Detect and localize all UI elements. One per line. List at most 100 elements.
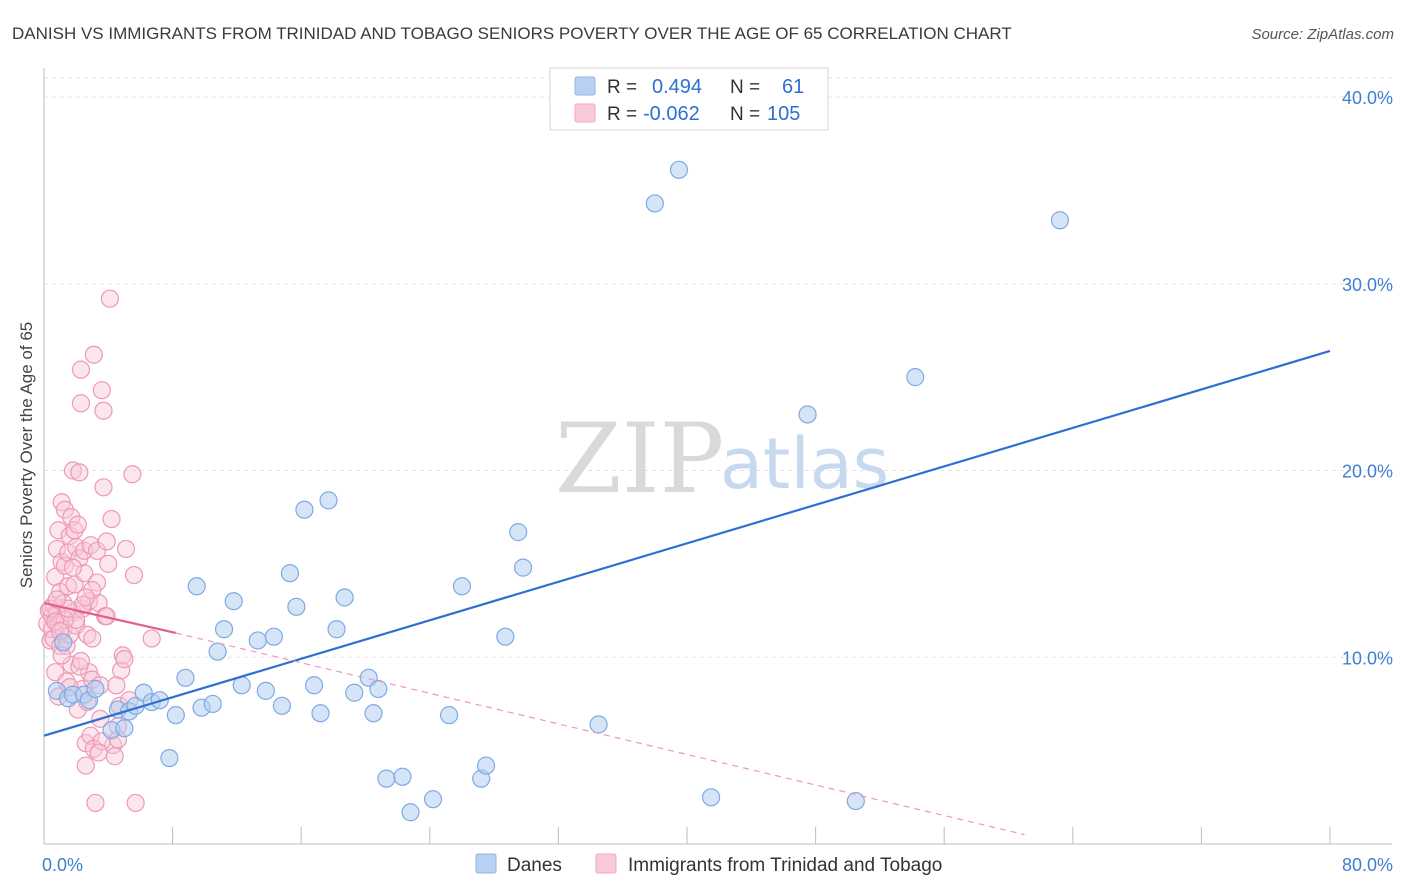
danes-point-53 <box>645 194 664 213</box>
trinidad-point-63 <box>94 478 113 497</box>
gridlines <box>44 77 1392 658</box>
bottom-legend-swatch-trinidad <box>595 853 617 874</box>
trinidad-point-99 <box>47 590 66 609</box>
danes-point-30 <box>287 597 306 616</box>
y-tick-label-1: 20.0% <box>1342 462 1393 482</box>
danes-point-50 <box>509 523 528 542</box>
watermark-zip: ZIP <box>555 403 724 515</box>
trinidad-point-54 <box>84 345 103 364</box>
watermark: ZIP atlas <box>555 403 889 515</box>
danes-point-58 <box>906 368 925 387</box>
y-tick-label-2: 30.0% <box>1342 275 1393 295</box>
y-tick-labels: 10.0% 20.0% 30.0% 40.0% <box>1342 88 1393 668</box>
danes-point-43 <box>401 803 420 822</box>
trinidad-point-67 <box>99 554 118 573</box>
trinidad-point-23 <box>59 577 78 596</box>
legend-r-label-danes: R = <box>607 77 637 98</box>
trinidad-trend-line <box>43 602 177 635</box>
danes-point-45 <box>439 706 459 725</box>
legend-n-label-trinidad: N = <box>730 104 760 125</box>
trinidad-point-40 <box>71 360 91 379</box>
trinidad-point-75 <box>112 661 131 680</box>
y-axis-label: Seniors Poverty Over the Age of 65 <box>17 322 36 588</box>
trinidad-trend-extension <box>175 632 1025 836</box>
danes-point-9 <box>115 719 134 738</box>
danes-point-26 <box>256 681 275 700</box>
trinidad-point-83 <box>142 629 161 648</box>
danes-point-31 <box>295 500 314 519</box>
danes-point-29 <box>280 564 300 583</box>
trinidad-point-43 <box>75 564 94 583</box>
danes-point-1 <box>54 633 73 652</box>
legend-n-value-danes: 61 <box>782 76 804 98</box>
danes-point-44 <box>423 790 443 809</box>
trinidad-point-29 <box>63 461 83 480</box>
danes-point-42 <box>393 767 412 786</box>
trinidad-point-69 <box>102 509 121 529</box>
trinidad-point-62 <box>92 381 111 400</box>
x-tick-label-1: 80.0% <box>1342 855 1393 875</box>
trinidad-point-66 <box>97 532 116 551</box>
danes-point-57 <box>846 791 865 811</box>
legend-swatch-trinidad <box>574 103 596 123</box>
stats-legend-box <box>549 67 829 131</box>
danes-point-39 <box>364 704 383 723</box>
trinidad-point-46 <box>76 756 95 775</box>
danes-point-34 <box>319 491 338 510</box>
trinidad-point-94 <box>63 558 83 577</box>
danes-point-27 <box>264 627 283 646</box>
danes-point-40 <box>369 679 388 699</box>
watermark-atlas: atlas <box>720 423 889 505</box>
danes-point-18 <box>187 577 206 596</box>
danes-point-52 <box>589 715 608 734</box>
trinidad-point-80 <box>123 465 142 484</box>
y-tick-label-0: 10.0% <box>1342 648 1393 668</box>
trinidad-point-39 <box>71 394 91 413</box>
danes-point-33 <box>311 704 330 723</box>
chart-title: DANISH VS IMMIGRANTS FROM TRINIDAD AND T… <box>12 24 1012 43</box>
x-tick-labels: 0.0% 80.0% <box>42 855 1393 875</box>
legend-swatch-danes <box>574 76 596 96</box>
trinidad-point-19 <box>55 500 74 519</box>
x-tick-label-0: 0.0% <box>42 855 83 875</box>
danes-point-22 <box>214 620 234 639</box>
bottom-legend-label-trinidad: Immigrants from Trinidad and Tobago <box>628 855 942 876</box>
trinidad-point-64 <box>94 401 113 420</box>
legend-r-label-trinidad: R = <box>607 104 637 125</box>
danes-point-48 <box>476 756 496 775</box>
trinidad-point-103 <box>71 651 91 671</box>
trinidad-point-71 <box>105 747 124 766</box>
legend-r-value-trinidad: -0.062 <box>643 103 700 125</box>
legend-n-label-danes: N = <box>730 77 760 98</box>
trinidad-point-53 <box>83 629 102 648</box>
trend-lines <box>43 349 1331 836</box>
axes <box>43 68 1392 845</box>
danes-point-55 <box>702 788 721 807</box>
trinidad-point-68 <box>100 289 120 308</box>
series-danes-points <box>47 160 1070 822</box>
trinidad-point-58 <box>87 541 107 560</box>
y-tick-label-3: 40.0% <box>1342 88 1393 108</box>
danes-point-16 <box>166 706 185 725</box>
stats-legend: R = 0.494 N = 61 R = -0.062 N = 105 <box>549 67 829 131</box>
danes-point-17 <box>176 668 195 687</box>
danes-point-28 <box>272 696 292 715</box>
trinidad-point-38 <box>70 463 89 482</box>
series-trinidad-points <box>38 289 161 813</box>
danes-point-6 <box>86 679 105 699</box>
trinidad-point-77 <box>115 650 134 669</box>
trinidad-point-81 <box>124 565 144 585</box>
danes-point-46 <box>452 577 472 596</box>
danes-point-51 <box>513 558 533 577</box>
danes-point-41 <box>377 769 396 788</box>
legend-n-value-trinidad: 105 <box>767 103 800 125</box>
chart-source: Source: ZipAtlas.com <box>1251 26 1394 43</box>
bottom-legend: Danes Immigrants from Trinidad and Tobag… <box>475 853 942 876</box>
danes-point-59 <box>1050 211 1070 230</box>
danes-point-15 <box>160 748 179 768</box>
trinidad-point-97 <box>76 588 95 607</box>
danes-point-56 <box>798 405 817 424</box>
danes-point-32 <box>304 676 324 695</box>
bottom-legend-swatch-danes <box>475 853 497 874</box>
